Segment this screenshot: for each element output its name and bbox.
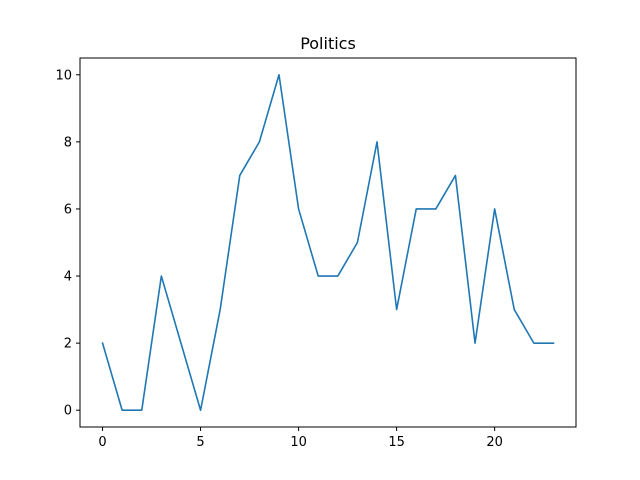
data-point <box>533 342 535 344</box>
series-line <box>101 73 555 412</box>
x-tick-label: 10 <box>290 435 307 450</box>
plot-frame <box>79 57 577 428</box>
data-point <box>474 342 476 344</box>
x-axis-ticks: 0 5 10 15 20 <box>98 427 503 450</box>
x-tick-label: 0 <box>98 435 106 450</box>
y-tick-label: 4 <box>64 270 72 285</box>
x-tick-label: 15 <box>388 435 405 450</box>
data-point <box>494 208 496 210</box>
data-point <box>121 409 123 411</box>
data-point <box>278 74 280 76</box>
data-point <box>180 342 182 344</box>
y-tick-label: 6 <box>64 202 72 217</box>
y-tick-label: 0 <box>64 404 72 419</box>
data-point <box>317 275 319 277</box>
data-point <box>513 309 515 311</box>
data-point <box>553 342 555 344</box>
y-tick-label: 2 <box>64 337 72 352</box>
series-group <box>101 73 555 412</box>
y-tick-label: 8 <box>64 135 72 150</box>
data-point <box>200 409 202 411</box>
data-point <box>435 208 437 210</box>
data-point <box>357 242 359 244</box>
x-tick-label: 20 <box>486 435 503 450</box>
y-tick-label: 10 <box>55 68 72 83</box>
data-point <box>102 342 104 344</box>
data-point <box>337 275 339 277</box>
data-point <box>455 175 457 177</box>
data-point <box>259 141 261 143</box>
plot-area <box>80 58 576 427</box>
data-point <box>239 175 241 177</box>
x-tick-label: 5 <box>196 435 204 450</box>
data-point <box>219 309 221 311</box>
data-point <box>396 309 398 311</box>
data-point <box>376 141 378 143</box>
chart-title: Politics <box>300 34 356 53</box>
data-point <box>141 409 143 411</box>
data-point <box>161 275 163 277</box>
data-point <box>298 208 300 210</box>
y-axis-ticks: 0 2 4 6 8 10 <box>55 68 80 419</box>
data-point <box>415 208 417 210</box>
plot-background <box>80 58 576 427</box>
